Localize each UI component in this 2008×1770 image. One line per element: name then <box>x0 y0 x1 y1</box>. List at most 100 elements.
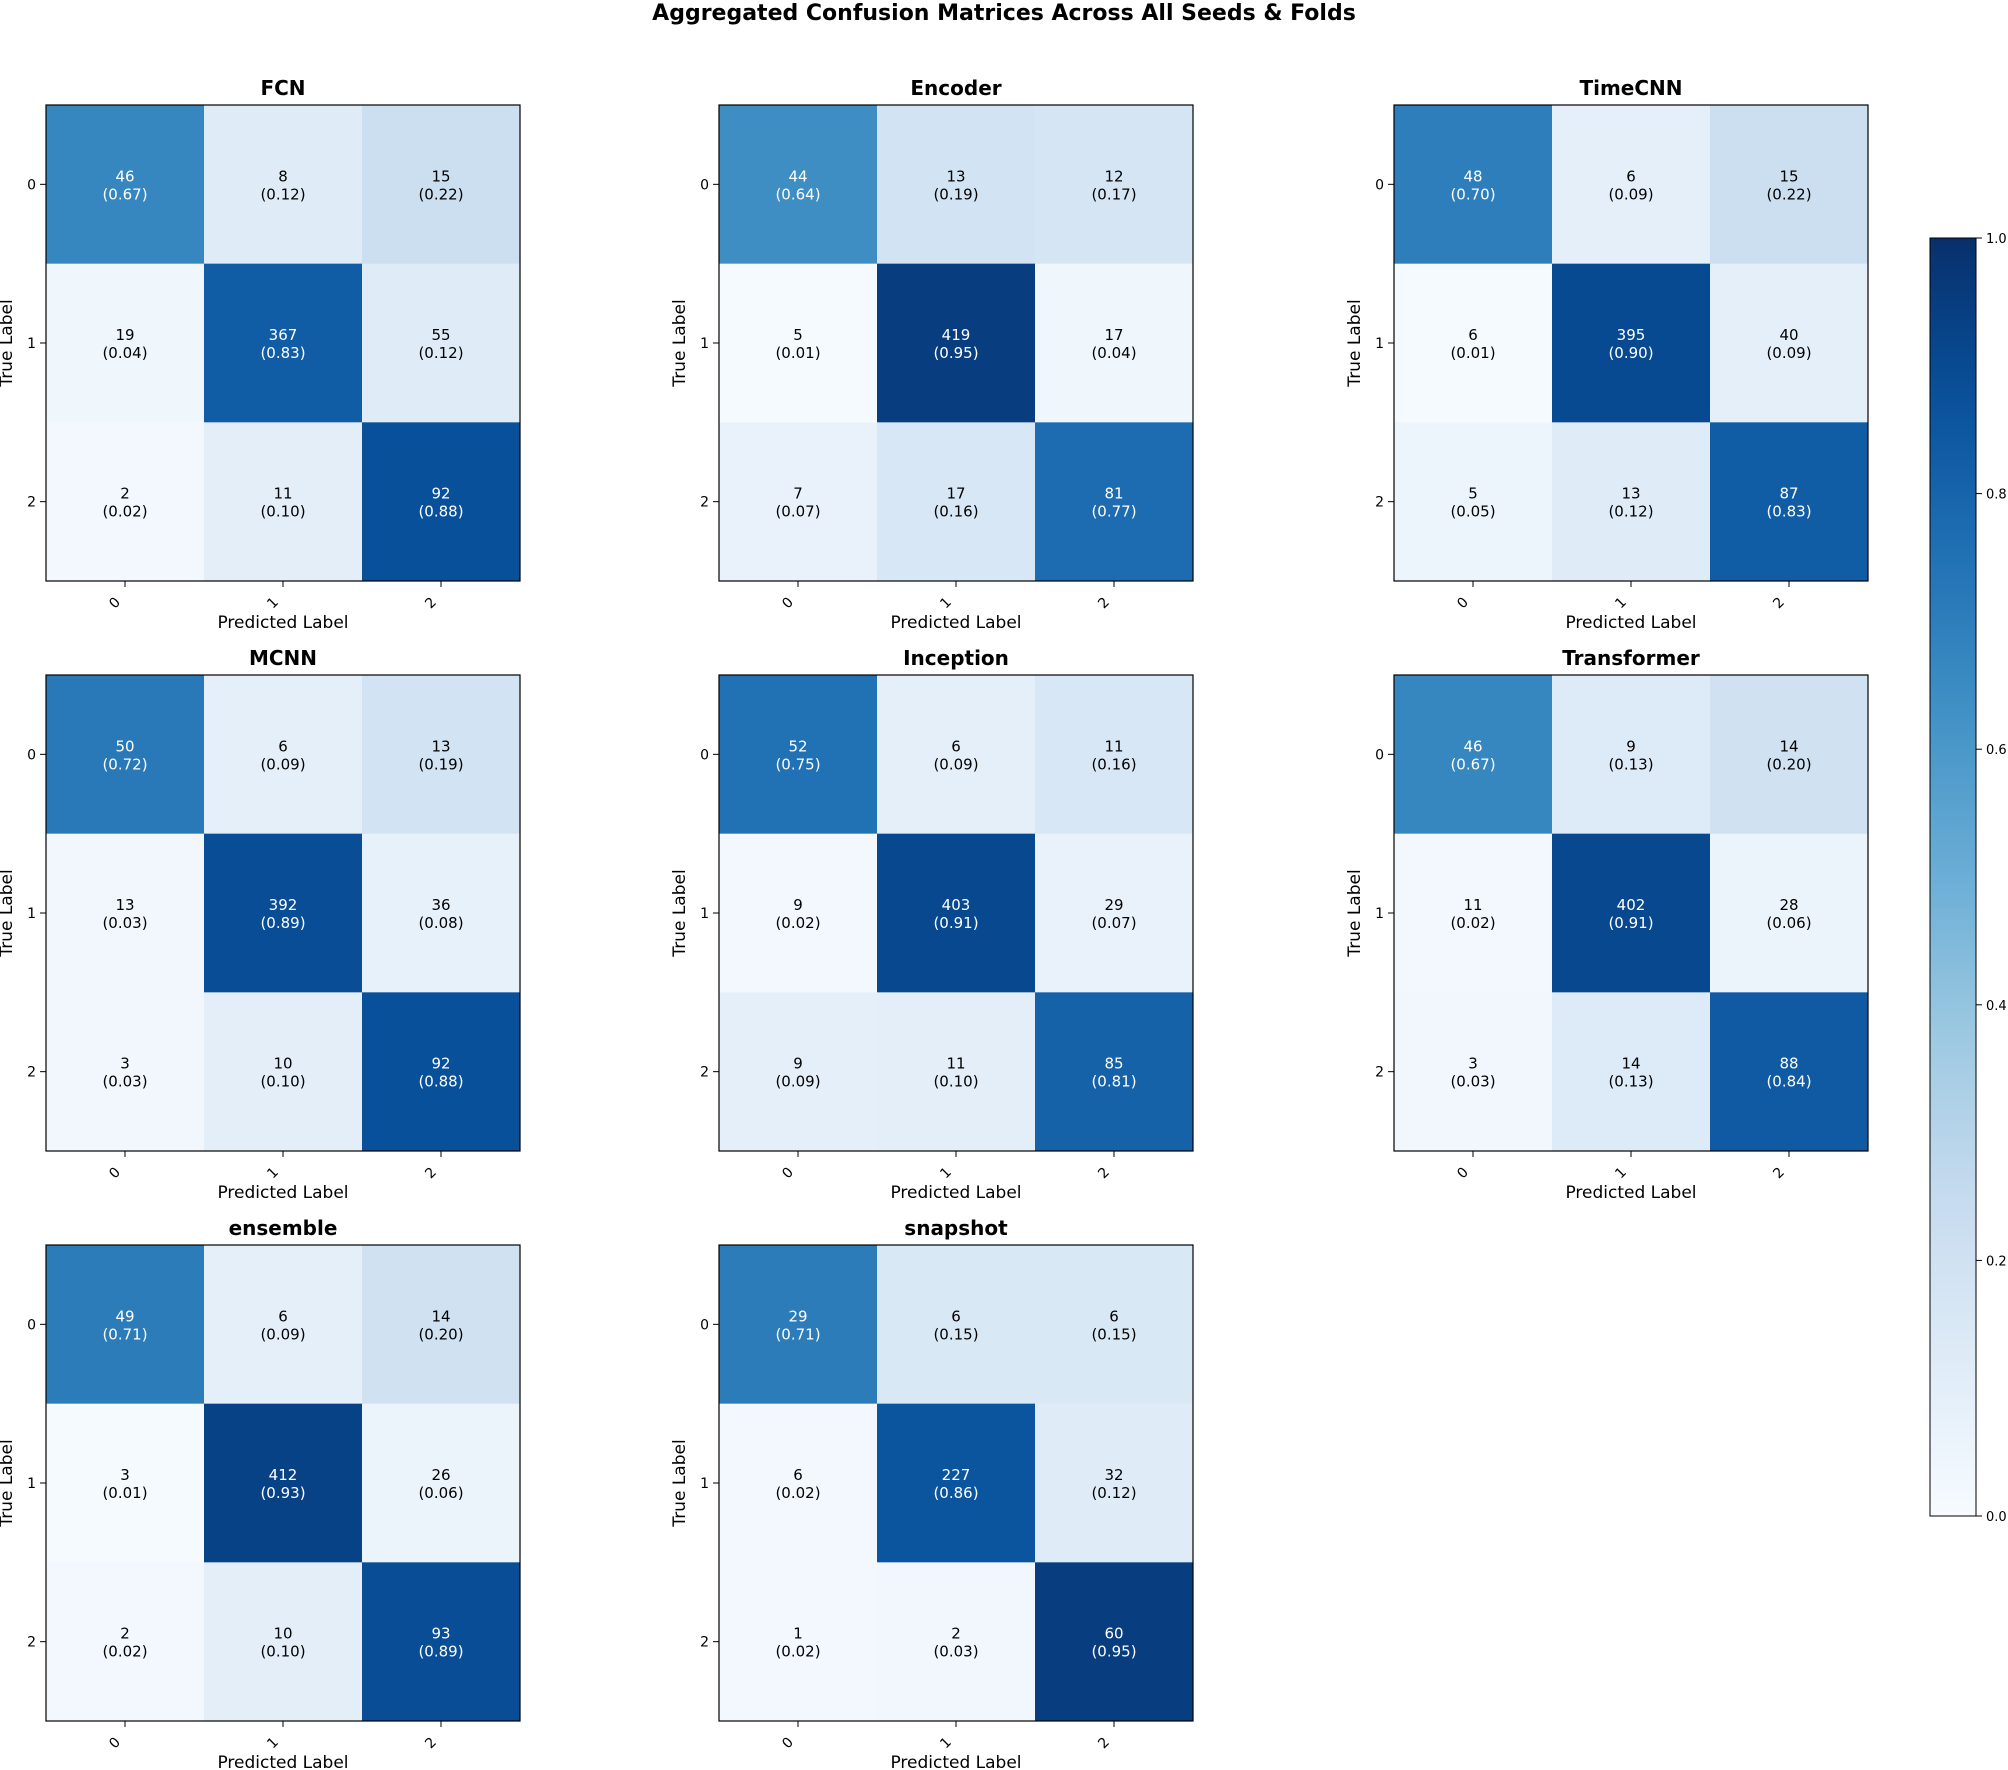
x-tick-label: 2 <box>422 1165 440 1183</box>
cell-count: 44 <box>788 167 807 185</box>
cell-count: 9 <box>1626 737 1636 755</box>
cell-normalized: (0.88) <box>418 503 463 521</box>
cell-normalized: (0.17) <box>1091 185 1136 203</box>
cell-normalized: (0.10) <box>260 1073 305 1091</box>
heatmap-cell <box>362 992 521 1152</box>
cell-count: 14 <box>1779 737 1798 755</box>
heatmap-cell <box>1394 833 1553 993</box>
cell-count: 48 <box>1463 167 1482 185</box>
y-tick-label: 0 <box>700 177 709 193</box>
heatmap-cell <box>46 422 205 582</box>
cell-count: 55 <box>431 326 450 344</box>
y-tick-label: 2 <box>27 1635 36 1651</box>
cell-count: 12 <box>1104 167 1123 185</box>
cell-count: 2 <box>120 1625 130 1643</box>
heatmap-cell <box>362 1562 521 1722</box>
panel-title: Inception <box>903 646 1009 670</box>
cell-normalized: (0.20) <box>1766 755 1811 773</box>
cell-normalized: (0.22) <box>1766 185 1811 203</box>
colorbar-gradient <box>1929 237 1977 1517</box>
x-axis-label: Predicted Label <box>890 1183 1021 1203</box>
y-axis-label: True Label <box>0 1439 17 1527</box>
heatmap-cell <box>1710 833 1869 993</box>
cell-count: 87 <box>1779 485 1798 503</box>
heatmap-cell <box>46 833 205 993</box>
cell-normalized: (0.04) <box>102 344 147 362</box>
cell-normalized: (0.02) <box>775 914 820 932</box>
heatmap-cell <box>204 105 363 265</box>
y-tick-label: 2 <box>27 1065 36 1081</box>
cell-normalized: (0.02) <box>102 1643 147 1661</box>
panel-title: FCN <box>260 76 305 100</box>
cell-normalized: (0.89) <box>260 914 305 932</box>
x-tick-label: 2 <box>1095 595 1113 613</box>
confusion-matrix-ensemble: 49(0.71) 6(0.09) 14(0.20) 3(0.01) 412(0.93) 2… <box>0 1216 521 1770</box>
panel-title: snapshot <box>904 1216 1008 1240</box>
panel-title: Transformer <box>1562 646 1700 670</box>
cell-normalized: (0.02) <box>775 1484 820 1502</box>
heatmap-cell <box>204 1403 363 1563</box>
heatmap-cell <box>204 263 363 423</box>
x-tick-label: 1 <box>264 1735 282 1753</box>
cell-normalized: (0.83) <box>260 344 305 362</box>
y-axis-label: True Label <box>0 299 17 387</box>
cell-normalized: (0.02) <box>775 1643 820 1661</box>
cell-normalized: (0.16) <box>933 503 978 521</box>
heatmap-cell <box>1710 422 1869 582</box>
heatmap-cell <box>877 675 1036 835</box>
cell-count: 227 <box>942 1466 971 1484</box>
heatmap-cell <box>204 422 363 582</box>
cell-normalized: (0.12) <box>1091 1484 1136 1502</box>
heatmap-cell <box>46 992 205 1152</box>
y-axis-label: True Label <box>670 1439 690 1527</box>
heatmap-cell <box>719 1403 878 1563</box>
confusion-matrix-snapshot: 29(0.71)6(0.15)6(0.15)6(0.02)227(0.86)32… <box>670 1216 1194 1770</box>
cell-count: 6 <box>951 1307 961 1325</box>
y-tick-label: 0 <box>27 747 36 763</box>
cell-normalized: (0.05) <box>1450 503 1495 521</box>
confusion-matrix-encoder: 44(0.64)13(0.19)12(0.17)5(0.01)419(0.95)… <box>670 76 1194 633</box>
cell-count: 26 <box>431 1466 450 1484</box>
cell-normalized: (0.10) <box>933 1073 978 1091</box>
heatmap-cell <box>1394 422 1553 582</box>
heatmap-cell <box>877 422 1036 582</box>
cell-normalized: (0.12) <box>418 344 463 362</box>
cell-normalized: (0.07) <box>1091 914 1136 932</box>
x-axis-label: Predicted Label <box>890 1753 1021 1770</box>
colorbar-tick-label: 0.0 <box>1986 1510 2007 1525</box>
cell-normalized: (0.89) <box>418 1643 463 1661</box>
cell-count: 19 <box>115 326 134 344</box>
y-tick-label: 2 <box>1375 1065 1384 1081</box>
y-tick-label: 2 <box>700 1065 709 1081</box>
x-tick-label: 2 <box>422 595 440 613</box>
cell-normalized: (0.01) <box>775 344 820 362</box>
y-axis-label: True Label <box>0 869 17 957</box>
cell-normalized: (0.22) <box>418 185 463 203</box>
x-tick-label: 0 <box>1454 595 1472 613</box>
cell-count: 395 <box>1617 326 1646 344</box>
cell-count: 13 <box>1621 485 1640 503</box>
cell-count: 52 <box>788 737 807 755</box>
cell-count: 6 <box>1626 167 1636 185</box>
confusion-matrix-mcnn: 50(0.72)6(0.09)13(0.19)13(0.03)392(0.89)… <box>0 646 521 1203</box>
heatmap-cell <box>1035 422 1194 582</box>
cell-normalized: (0.12) <box>1608 503 1653 521</box>
heatmap-cell <box>877 992 1036 1152</box>
heatmap-cell <box>204 1245 363 1405</box>
cell-count: 392 <box>269 896 298 914</box>
cell-normalized: (0.20) <box>418 1325 463 1343</box>
heatmap-cell <box>204 675 363 835</box>
cell-normalized: (0.08) <box>418 914 463 932</box>
x-tick-label: 0 <box>106 595 124 613</box>
panel-title: ensemble <box>229 1216 338 1240</box>
cell-count: 11 <box>273 485 292 503</box>
x-tick-label: 2 <box>1095 1735 1113 1753</box>
cell-count: 17 <box>1104 326 1123 344</box>
y-tick-label: 1 <box>27 1476 36 1492</box>
y-tick-label: 2 <box>1375 495 1384 511</box>
cell-count: 46 <box>115 167 134 185</box>
y-tick-label: 0 <box>27 1317 36 1333</box>
cell-count: 2 <box>120 485 130 503</box>
y-axis-label: True Label <box>670 299 690 387</box>
cell-count: 419 <box>942 326 971 344</box>
